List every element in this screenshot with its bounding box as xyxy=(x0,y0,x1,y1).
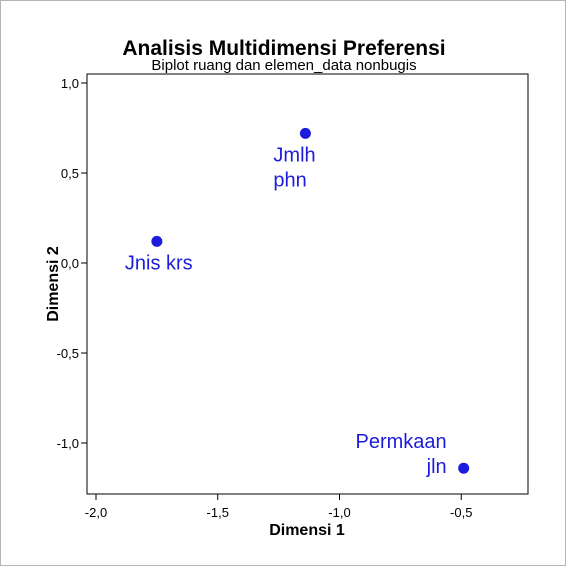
data-point xyxy=(151,235,163,247)
y-tick-label: -1,0 xyxy=(57,436,79,451)
y-tick-label: 0,0 xyxy=(61,256,79,271)
point-label: Jnis krs xyxy=(125,252,193,274)
data-point xyxy=(458,462,470,474)
point-label: Jmlh xyxy=(273,144,315,166)
chart-subtitle: Biplot ruang dan elemen_data nonbugis xyxy=(151,57,416,74)
y-tick-label: 0,5 xyxy=(61,166,79,181)
x-tick-label: -1,0 xyxy=(328,505,350,520)
y-axis-label: Dimensi 2 xyxy=(45,246,62,322)
point-label: jln xyxy=(426,456,447,478)
points-layer: TngktchyOrientsielemnJmlhphnJnis krsBntk… xyxy=(125,127,470,478)
x-tick-label: -2,0 xyxy=(85,505,107,520)
plot-area-border xyxy=(86,73,529,495)
point-label: phn xyxy=(273,169,306,191)
x-tick-label: -0,5 xyxy=(450,505,472,520)
x-axis-label: Dimensi 1 xyxy=(269,522,345,539)
ticks-layer: -2,0-1,5-1,0-0,50,00,51,01,5-1,0-0,50,00… xyxy=(57,76,473,520)
y-tick-label: 1,0 xyxy=(61,76,79,91)
point-label: Permkaan xyxy=(356,431,447,453)
x-tick-label: -1,5 xyxy=(207,505,229,520)
y-tick-label: -0,5 xyxy=(57,346,79,361)
chart-title: Analisis Multidimensi Preferensi xyxy=(122,37,445,60)
data-point xyxy=(299,127,311,139)
